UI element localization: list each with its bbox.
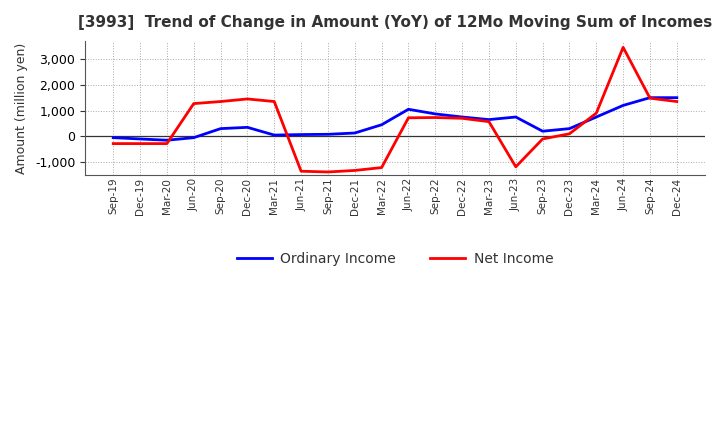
Ordinary Income: [377, 122, 386, 128]
Ordinary Income: [565, 126, 574, 131]
Ordinary Income: [189, 135, 198, 140]
Ordinary Income: [163, 138, 171, 143]
Ordinary Income: [323, 132, 332, 137]
Net Income: [592, 110, 600, 116]
Ordinary Income: [270, 132, 279, 138]
Line: Ordinary Income: Ordinary Income: [113, 98, 677, 140]
Ordinary Income: [216, 126, 225, 131]
Net Income: [404, 115, 413, 121]
Ordinary Income: [646, 95, 654, 100]
Net Income: [163, 141, 171, 146]
Net Income: [297, 169, 305, 174]
Net Income: [618, 45, 627, 50]
Net Income: [539, 136, 547, 142]
Net Income: [458, 116, 467, 121]
Legend: Ordinary Income, Net Income: Ordinary Income, Net Income: [237, 252, 553, 266]
Ordinary Income: [431, 111, 440, 117]
Ordinary Income: [243, 125, 252, 130]
Ordinary Income: [511, 114, 520, 120]
Ordinary Income: [351, 130, 359, 136]
Net Income: [270, 99, 279, 104]
Ordinary Income: [672, 95, 681, 100]
Title: [3993]  Trend of Change in Amount (YoY) of 12Mo Moving Sum of Incomes: [3993] Trend of Change in Amount (YoY) o…: [78, 15, 712, 30]
Net Income: [377, 165, 386, 170]
Net Income: [243, 96, 252, 102]
Ordinary Income: [109, 135, 117, 140]
Line: Net Income: Net Income: [113, 48, 677, 172]
Net Income: [485, 119, 493, 125]
Net Income: [323, 169, 332, 175]
Net Income: [351, 168, 359, 173]
Ordinary Income: [297, 132, 305, 137]
Net Income: [216, 99, 225, 104]
Y-axis label: Amount (million yen): Amount (million yen): [15, 42, 28, 174]
Net Income: [672, 99, 681, 104]
Net Income: [189, 101, 198, 106]
Net Income: [109, 141, 117, 146]
Ordinary Income: [592, 114, 600, 120]
Ordinary Income: [136, 136, 145, 142]
Ordinary Income: [404, 106, 413, 112]
Net Income: [511, 164, 520, 169]
Net Income: [136, 141, 145, 146]
Net Income: [646, 95, 654, 101]
Ordinary Income: [539, 128, 547, 134]
Ordinary Income: [458, 114, 467, 120]
Net Income: [565, 131, 574, 136]
Ordinary Income: [485, 117, 493, 122]
Ordinary Income: [618, 103, 627, 108]
Net Income: [431, 115, 440, 120]
